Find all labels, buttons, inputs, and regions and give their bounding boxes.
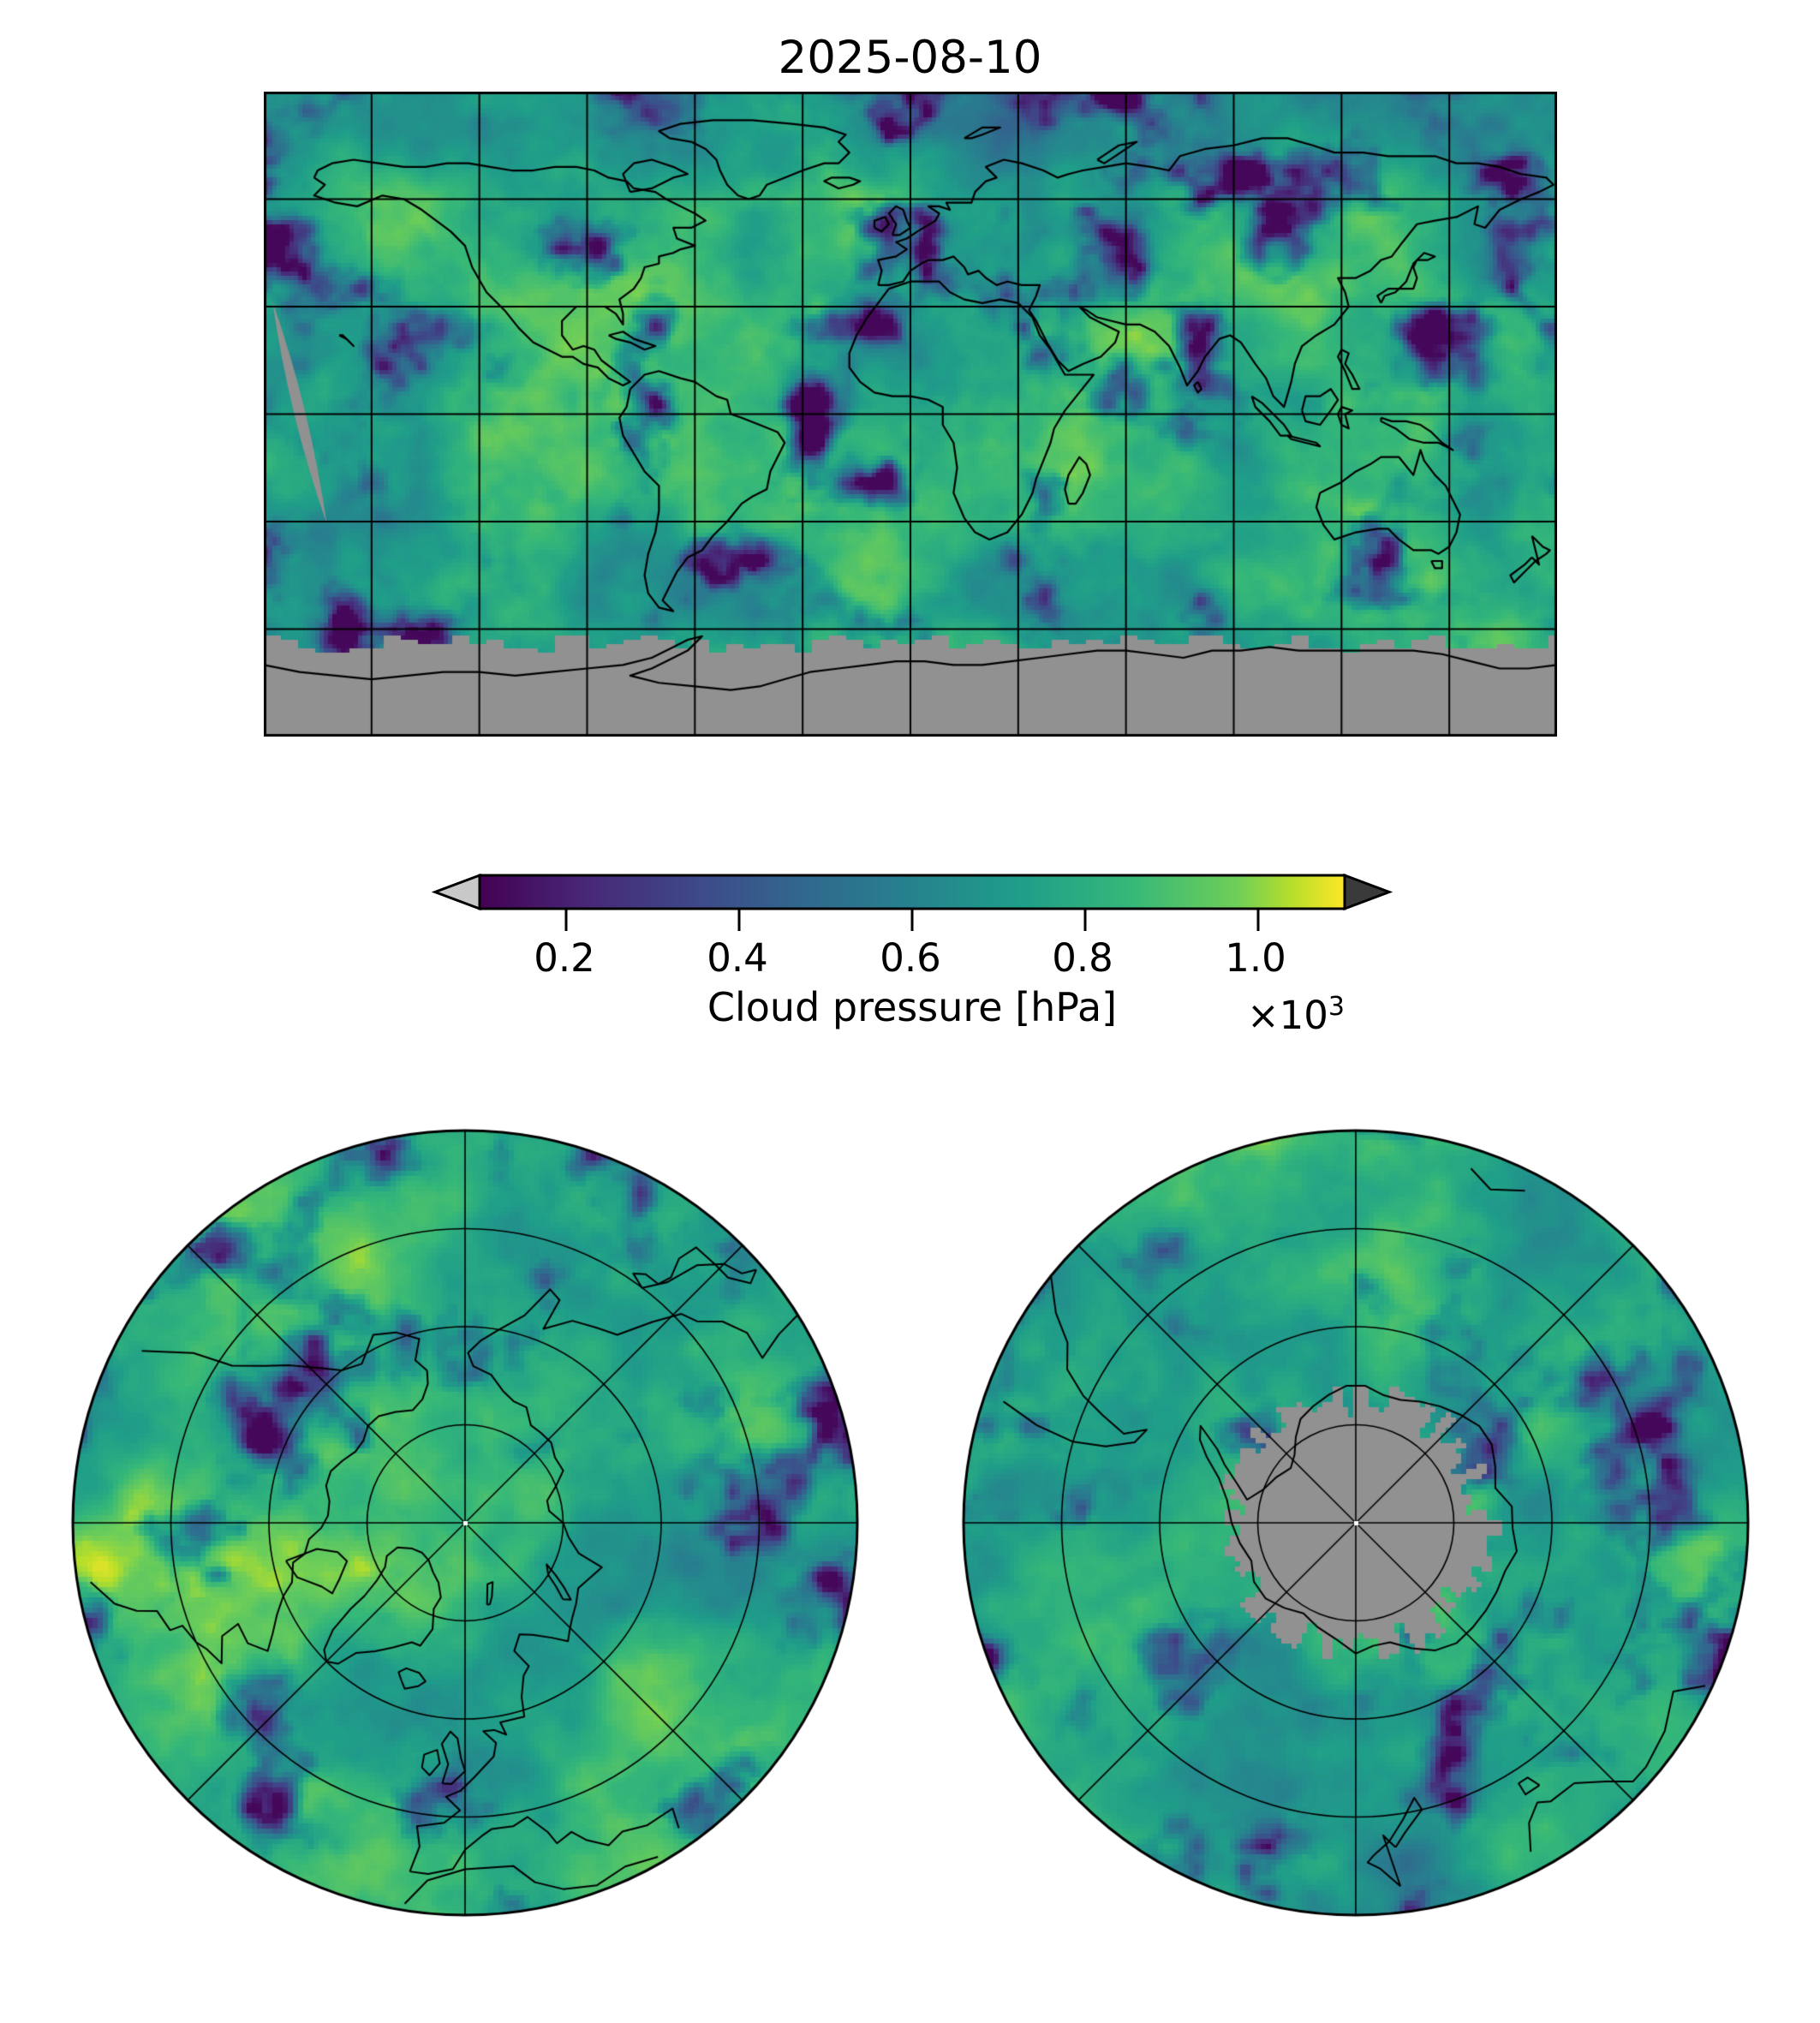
colorbar-tick-label: 1.0 (1225, 935, 1286, 981)
figure-title: 2025-08-10 (778, 32, 1042, 84)
colorbar (431, 873, 1393, 931)
colorbar-offset-text: ×103 (1148, 985, 1345, 1038)
colorbar-gradient (478, 874, 1346, 910)
colorbar-tick-label: 0.4 (707, 935, 768, 981)
colorbar-offset-base: ×10 (1246, 993, 1328, 1038)
colorbar-tick-label: 0.8 (1052, 935, 1113, 981)
colorbar-ticks (564, 909, 1260, 931)
colorbar-over-arrow (1343, 873, 1393, 911)
colorbar-tick-label: 0.6 (880, 935, 941, 981)
colorbar-under-arrow (431, 873, 481, 911)
south-polar-panel (958, 1125, 1754, 1921)
global-map-panel (264, 92, 1557, 737)
colorbar-tick-label: 0.2 (534, 935, 595, 981)
north-polar-panel (67, 1125, 863, 1921)
colorbar-offset-exponent: 3 (1328, 992, 1345, 1022)
colorbar-label: Cloud pressure [hPa] (707, 984, 1118, 1030)
